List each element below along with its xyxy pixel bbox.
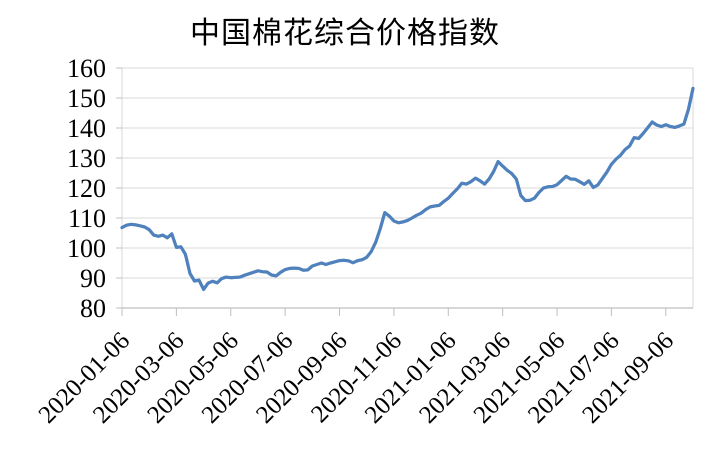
y-tick-label: 80 [80, 294, 106, 323]
y-tick-label: 140 [67, 114, 106, 143]
y-tick-label: 160 [67, 54, 106, 83]
price-index-line [120, 86, 695, 292]
y-tick-label: 110 [68, 204, 106, 233]
y-tick-label: 130 [67, 144, 106, 173]
y-tick-label: 100 [67, 234, 106, 263]
chart-title: 中国棉花综合价格指数 [190, 17, 500, 50]
y-tick-label: 90 [80, 264, 106, 293]
y-tick-label: 150 [67, 84, 106, 113]
y-tick-label: 120 [67, 174, 106, 203]
